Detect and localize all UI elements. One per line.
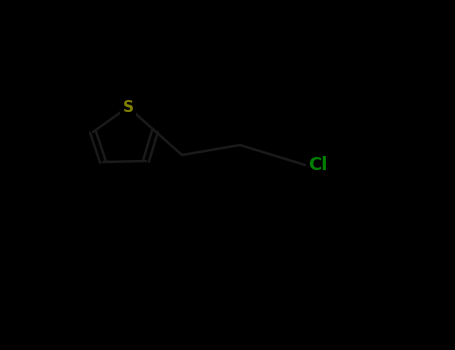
Text: Cl: Cl [308, 156, 328, 174]
Text: S: S [122, 99, 133, 114]
